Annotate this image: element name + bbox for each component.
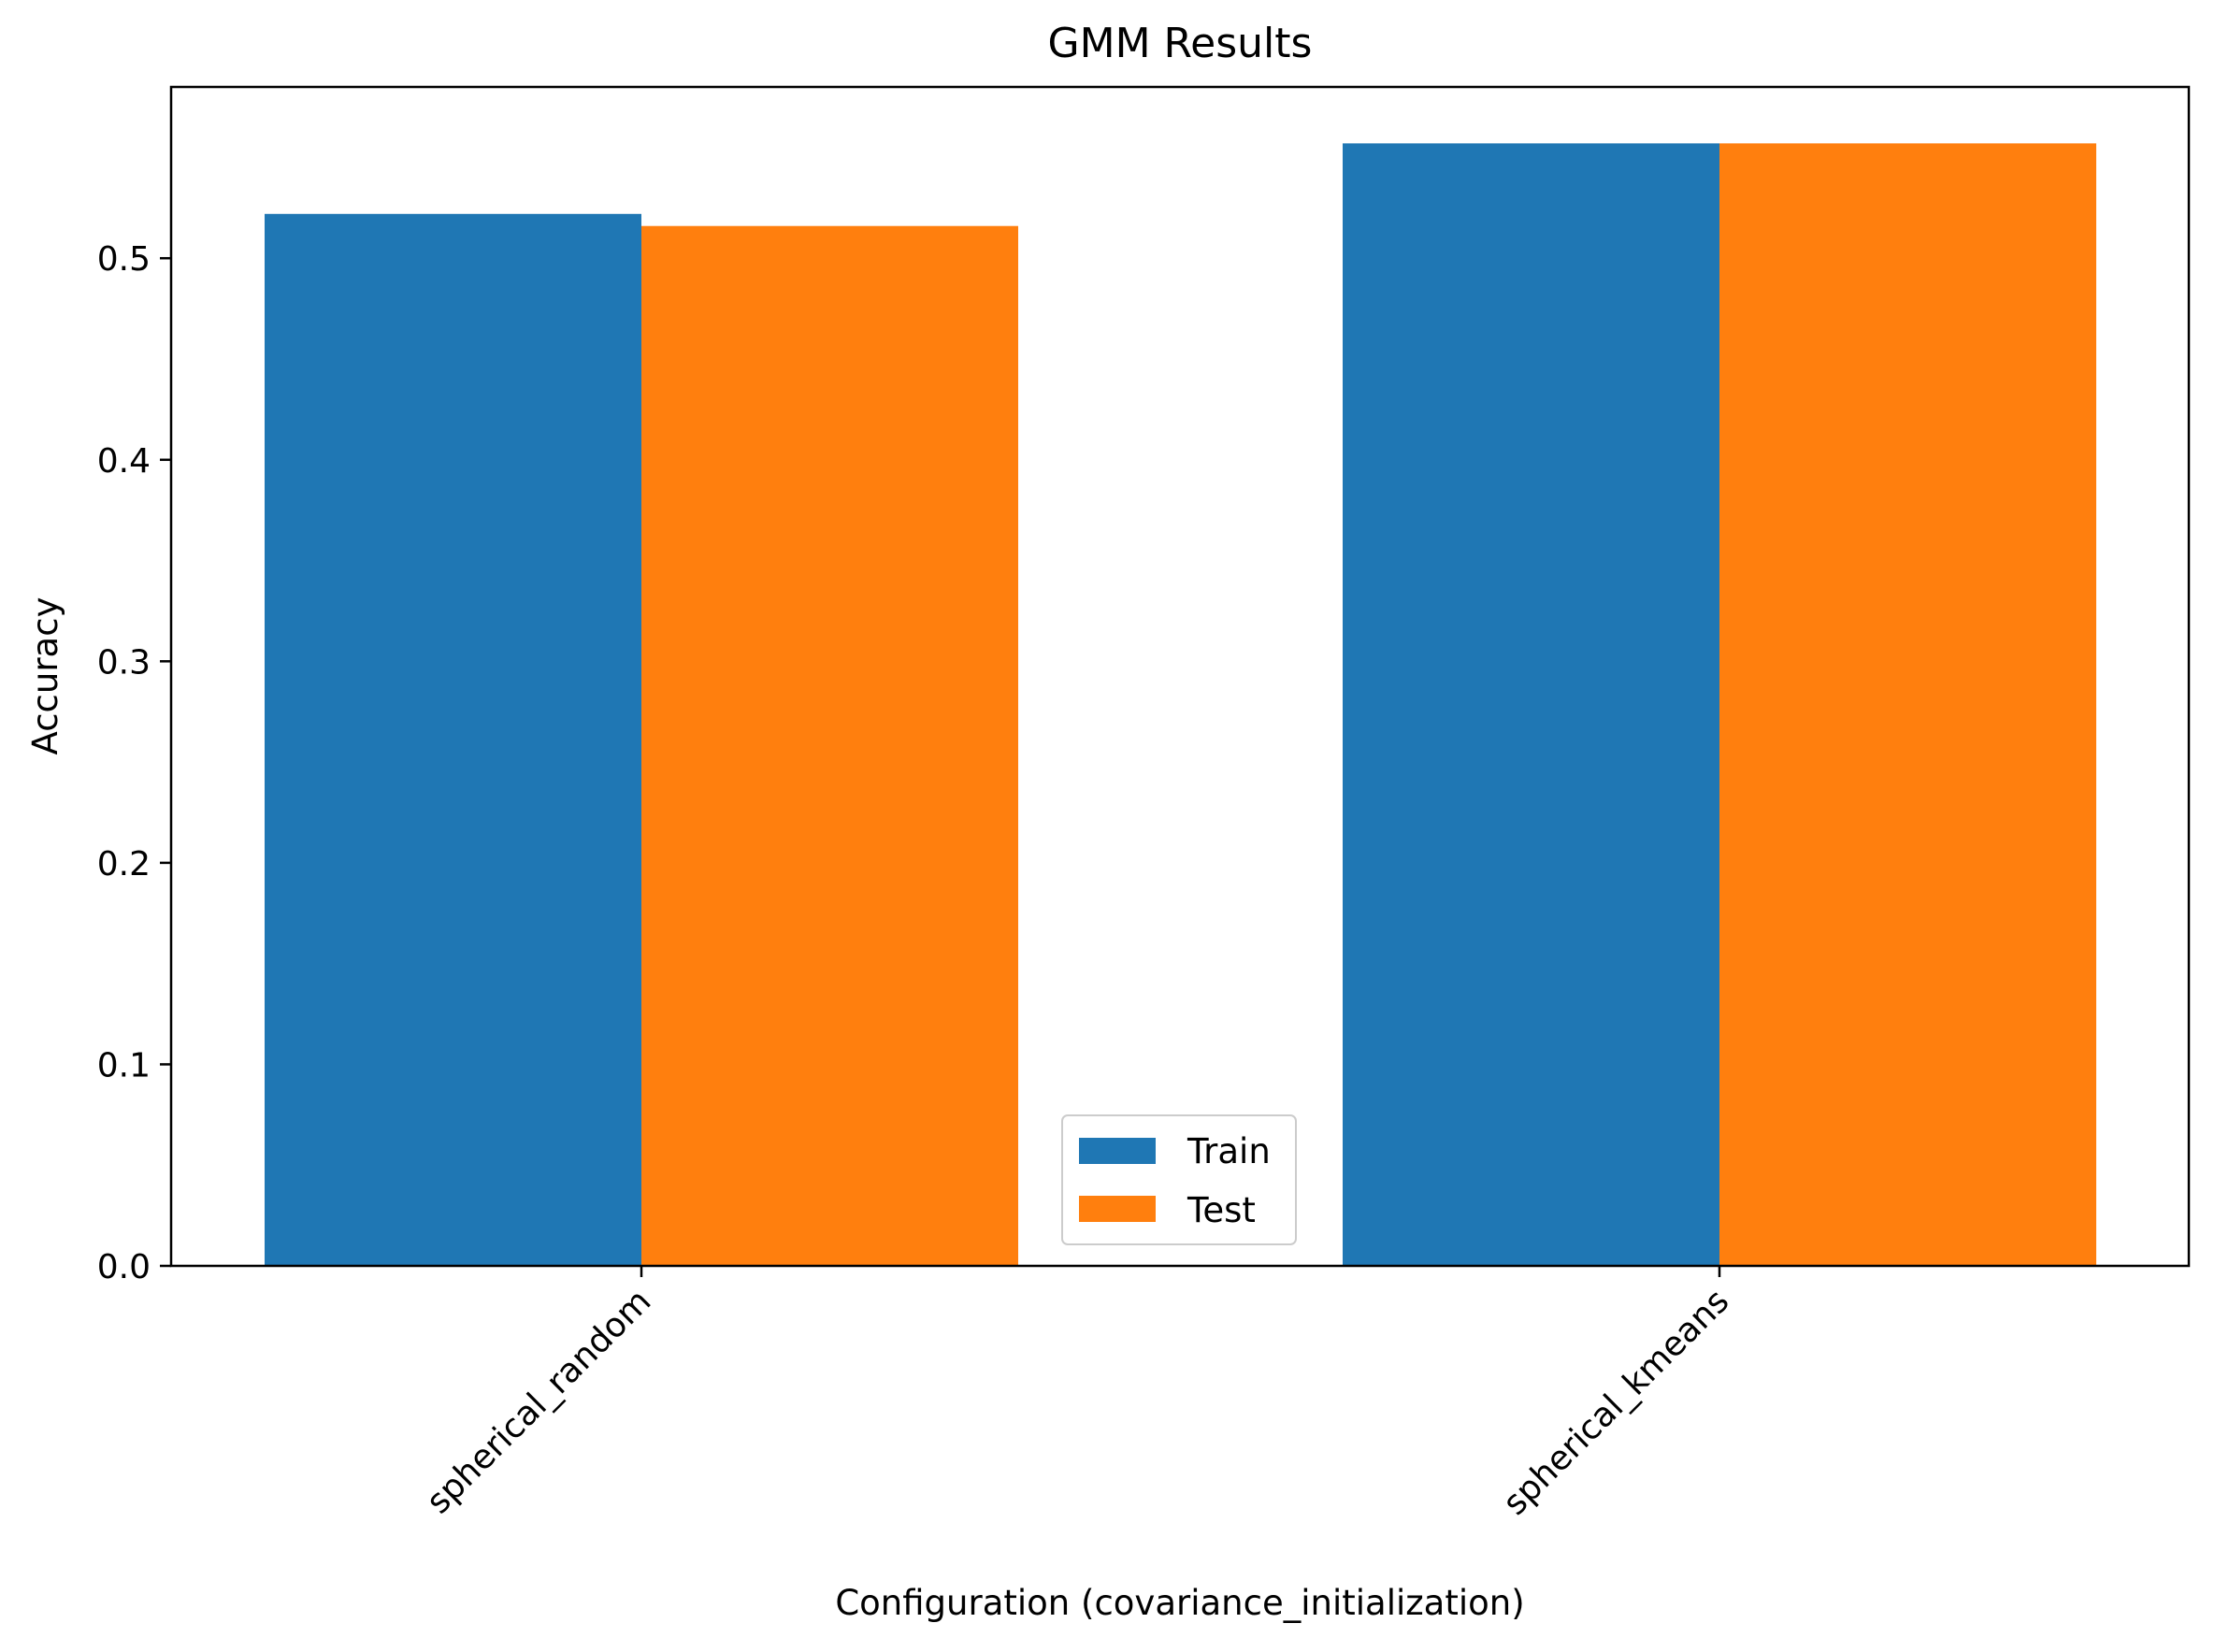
legend: Train Test	[1061, 1114, 1297, 1245]
y-tick-label: 0.1	[97, 1046, 151, 1085]
bar-train-spherical-random	[265, 213, 641, 1266]
bars-group	[265, 143, 2096, 1266]
y-tick-label: 0.5	[97, 240, 151, 279]
y-tick-label: 0.4	[97, 442, 151, 481]
y-tick-label: 0.3	[97, 643, 151, 682]
y-axis: 0.0 0.1 0.2 0.3 0.4 0.5	[97, 240, 171, 1286]
legend-swatch-train	[1079, 1138, 1156, 1164]
plot-area-frame	[169, 85, 2191, 1268]
chart-title: GMM Results	[1048, 20, 1313, 67]
x-axis-label: Configuration (covariance_initialization…	[835, 1583, 1524, 1623]
bar-train-spherical-kmeans	[1343, 143, 1719, 1266]
bar-test-spherical-kmeans	[1719, 143, 2096, 1266]
y-axis-label: Accuracy	[25, 597, 65, 755]
legend-label-test: Test	[1187, 1190, 1256, 1230]
y-tick-label: 0.2	[97, 845, 151, 883]
bar-test-spherical-random	[641, 225, 1018, 1266]
y-tick-label: 0.0	[97, 1248, 151, 1286]
legend-label-train: Train	[1187, 1131, 1271, 1171]
legend-swatch-test	[1079, 1196, 1156, 1222]
